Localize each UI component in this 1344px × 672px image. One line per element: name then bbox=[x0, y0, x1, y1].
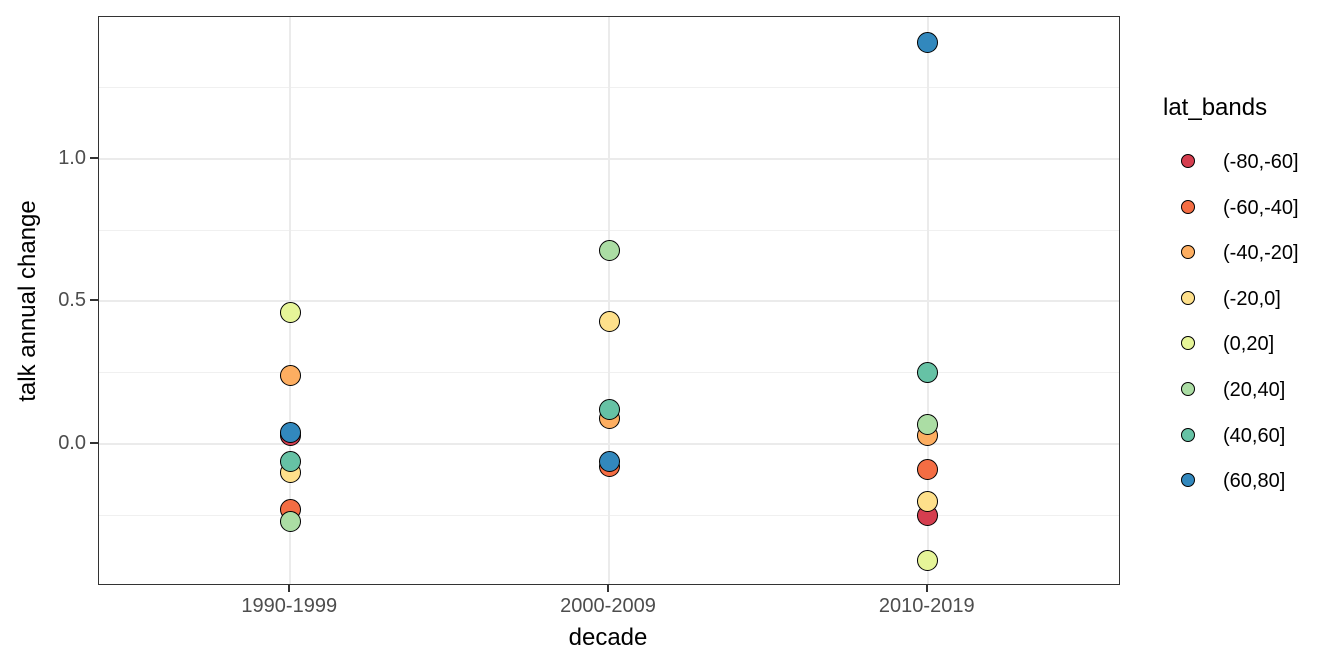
data-point bbox=[279, 422, 301, 444]
data-point bbox=[279, 510, 301, 532]
data-point bbox=[917, 362, 939, 384]
legend-item: (-80,-60] bbox=[1163, 138, 1343, 184]
data-point bbox=[598, 310, 620, 332]
legend-label: (60,80] bbox=[1223, 470, 1286, 493]
data-point bbox=[917, 550, 939, 572]
legend-item: (0,20] bbox=[1163, 320, 1343, 366]
x-tick-label: 1990-1999 bbox=[241, 595, 338, 617]
y-tick-label: 0.0 bbox=[58, 432, 86, 455]
legend-label: (-60,-40] bbox=[1223, 196, 1299, 219]
x-tick-label: 2000-2009 bbox=[560, 595, 656, 617]
data-point bbox=[917, 490, 939, 512]
legend-key-dot bbox=[1181, 473, 1195, 488]
x-axis-title: decade bbox=[568, 624, 648, 651]
x-tick-mark bbox=[288, 584, 291, 592]
x-tick-mark bbox=[925, 584, 928, 592]
legend-label: (-20,0] bbox=[1223, 287, 1281, 310]
data-point bbox=[598, 450, 620, 472]
y-tick-mark bbox=[90, 156, 98, 159]
major-gridline bbox=[608, 17, 610, 584]
y-tick-label: 1.0 bbox=[58, 146, 86, 169]
data-point bbox=[917, 413, 939, 435]
legend-label: (-80,-60] bbox=[1223, 151, 1299, 173]
legend-item: (-20,0] bbox=[1163, 275, 1343, 321]
legend-label: (0,20] bbox=[1223, 333, 1275, 356]
y-tick-mark bbox=[90, 442, 98, 445]
legend-key-dot bbox=[1181, 290, 1195, 305]
y-tick-label: 0.5 bbox=[58, 289, 86, 312]
legend-item: (60,80] bbox=[1163, 457, 1343, 503]
data-point bbox=[279, 365, 301, 387]
major-gridline bbox=[289, 17, 292, 584]
y-tick-mark bbox=[90, 299, 98, 302]
legend-key-dot bbox=[1181, 336, 1195, 351]
legend-item: (20,40] bbox=[1163, 366, 1343, 412]
data-point bbox=[598, 399, 620, 421]
x-tick-mark bbox=[607, 584, 609, 592]
legend-label: (-40,-20] bbox=[1223, 242, 1299, 265]
legend-key-dot bbox=[1181, 154, 1195, 168]
legend-key-dot bbox=[1181, 245, 1195, 260]
legend-title: lat_bands bbox=[1163, 94, 1268, 121]
legend-item: (-40,-20] bbox=[1163, 229, 1343, 275]
legend-label: (20,40] bbox=[1223, 379, 1286, 401]
plot-panel bbox=[98, 16, 1120, 585]
legend-item: (-60,-40] bbox=[1163, 184, 1343, 230]
data-point bbox=[917, 459, 939, 481]
legend-key-dot bbox=[1181, 382, 1195, 396]
x-tick-label: 2010-2019 bbox=[878, 595, 975, 617]
legend-key-dot bbox=[1181, 427, 1195, 442]
major-gridline bbox=[926, 17, 929, 584]
data-point bbox=[917, 31, 939, 53]
data-point bbox=[279, 450, 301, 472]
data-point bbox=[598, 239, 620, 261]
data-point bbox=[279, 302, 301, 324]
legend-item: (40,60] bbox=[1163, 412, 1343, 458]
legend-key-dot bbox=[1181, 199, 1195, 214]
legend-label: (40,60] bbox=[1223, 424, 1286, 447]
